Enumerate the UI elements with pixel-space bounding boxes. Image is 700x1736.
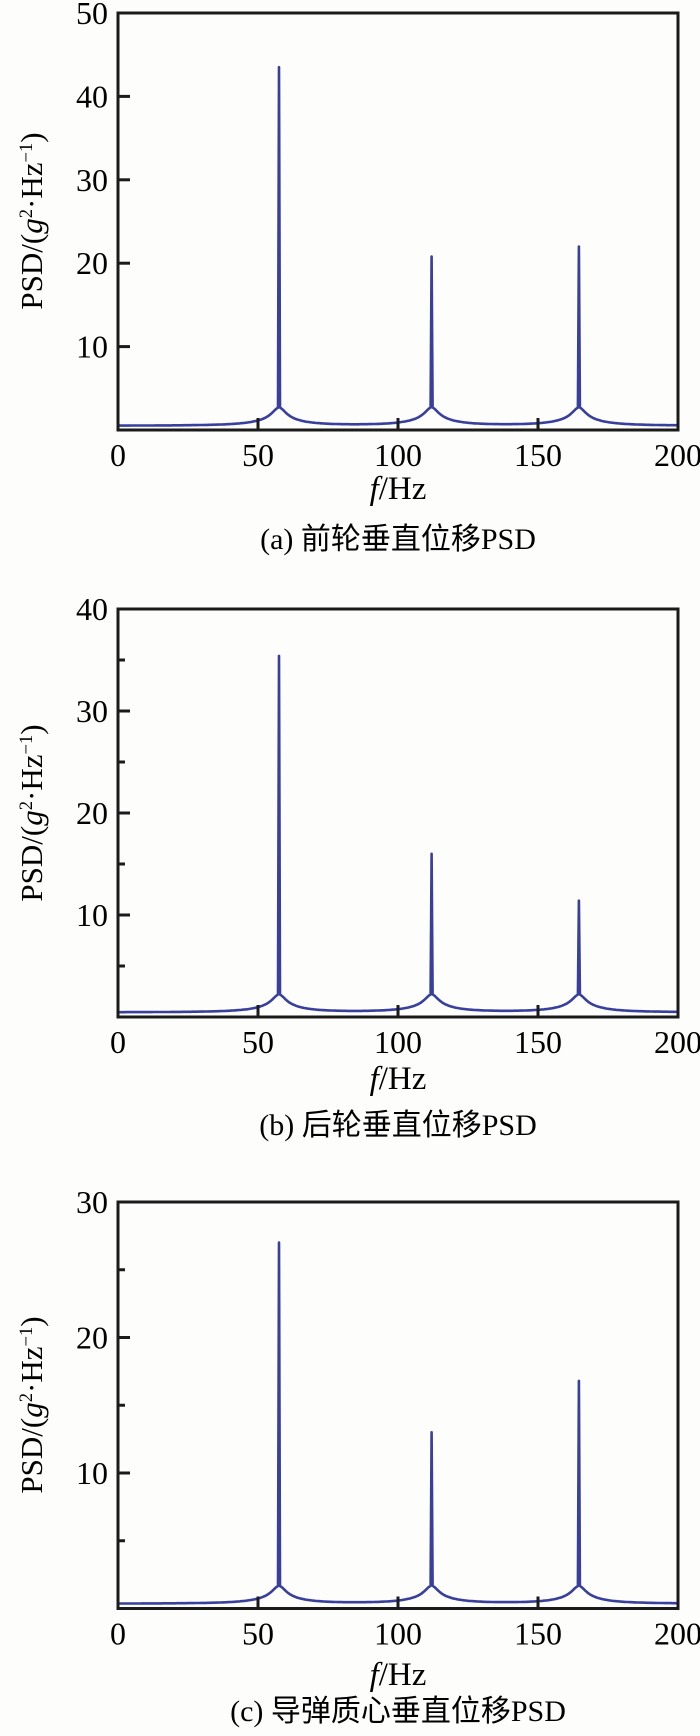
- ylabel-superscript: −1: [15, 142, 37, 163]
- xlabel-italic-f: f: [369, 1657, 379, 1693]
- tick-label: 10: [76, 897, 108, 933]
- xlabel-italic-f: f: [369, 471, 379, 507]
- ylabel-superscript: −1: [15, 1326, 37, 1347]
- plot-area-a: 0 50 100 150 200 10 20 30 40 50: [76, 0, 700, 473]
- tick-label: 150: [514, 1024, 562, 1060]
- psd-curve: [118, 1241, 678, 1605]
- y-axis-label-a: PSD/(g2·Hz−1): [14, 132, 50, 309]
- tick-label: 50: [76, 0, 108, 31]
- tick-label: 10: [76, 329, 108, 365]
- tick-label: 50: [242, 1616, 274, 1652]
- ylabel-text: ): [14, 1316, 49, 1327]
- ylabel-text: PSD/(: [14, 825, 49, 902]
- ylabel-text: ·Hz: [14, 162, 49, 209]
- ylabel-text: ): [14, 724, 49, 735]
- x-axis-label-b: f/Hz: [118, 1060, 678, 1098]
- ylabel-superscript: −1: [15, 734, 37, 755]
- ylabel-italic-g: g: [14, 1402, 49, 1418]
- axis-box: [116, 1200, 680, 1610]
- tick-label: 10: [76, 1455, 108, 1491]
- tick-label: 30: [76, 162, 108, 198]
- tick-label: 150: [514, 1616, 562, 1652]
- ylabel-superscript: 2: [15, 801, 37, 811]
- tick-label: 0: [110, 1024, 126, 1060]
- y-axis-label-c: PSD/(g2·Hz−1): [14, 1316, 50, 1493]
- tick-label: 30: [76, 693, 108, 729]
- tick-label: 50: [242, 437, 274, 473]
- tick-label: 20: [76, 245, 108, 281]
- ylabel-text: ·Hz: [14, 754, 49, 801]
- psd-curve: [118, 65, 678, 427]
- ylabel-italic-g: g: [14, 218, 49, 234]
- chart-caption-a: (a) 前轮垂直位移PSD: [260, 523, 536, 556]
- x-axis-label-c: f/Hz: [118, 1656, 678, 1694]
- x-axis-label-a: f/Hz: [118, 470, 678, 508]
- tick-label: 30: [76, 1184, 108, 1220]
- tick-label: 40: [76, 591, 108, 627]
- chart-caption-b: (b) 后轮垂直位移PSD: [259, 1109, 537, 1142]
- xlabel-text: /Hz: [378, 1061, 427, 1097]
- tick-label: 0: [110, 1616, 126, 1652]
- ylabel-italic-g: g: [14, 810, 49, 826]
- xlabel-italic-f: f: [369, 1061, 379, 1097]
- tick-label: 200: [654, 437, 700, 473]
- ylabel-superscript: 2: [15, 209, 37, 219]
- y-axis-label-b: PSD/(g2·Hz−1): [14, 724, 50, 901]
- ylabel-text: PSD/(: [14, 1417, 49, 1494]
- tick-label: 20: [76, 1320, 108, 1356]
- tick-label: 100: [374, 1024, 422, 1060]
- tick-label: 50: [242, 1024, 274, 1060]
- tick-label: 40: [76, 78, 108, 114]
- plot-area-c: 0 50 100 150 200 10 20 30: [76, 1184, 700, 1652]
- tick-label: 100: [374, 1616, 422, 1652]
- axis-box: [116, 11, 680, 432]
- xlabel-text: /Hz: [378, 1657, 427, 1693]
- axis-box: [116, 607, 680, 1019]
- tick-label: 200: [654, 1024, 700, 1060]
- chart-a: 0 50 100 150 200 10 20 30 40 50 PSD/(g2·Hz−1) f/H…: [0, 0, 700, 570]
- psd-curve: [118, 654, 678, 1014]
- plot-area-b: 0 50 100 150 200 10 20 30 40: [76, 591, 700, 1060]
- tick-label: 100: [374, 437, 422, 473]
- ylabel-superscript: 2: [15, 1393, 37, 1403]
- xlabel-text: /Hz: [378, 471, 427, 507]
- tick-label: 150: [514, 437, 562, 473]
- ylabel-text: ): [14, 132, 49, 143]
- tick-label: 20: [76, 795, 108, 831]
- chart-c: 0 50 100 150 200 10 20 30 PSD/(g2·Hz−1) f/Hz (c…: [0, 1184, 700, 1736]
- ylabel-text: ·Hz: [14, 1346, 49, 1393]
- chart-b: 0 50 100 150 200 10 20 30 40 PSD/(g2·Hz−1) f/Hz …: [0, 591, 700, 1162]
- tick-label: 0: [110, 437, 126, 473]
- tick-label: 200: [654, 1616, 700, 1652]
- ylabel-text: PSD/(: [14, 233, 49, 310]
- chart-caption-c: (c) 导弹质心垂直位移PSD: [230, 1695, 566, 1728]
